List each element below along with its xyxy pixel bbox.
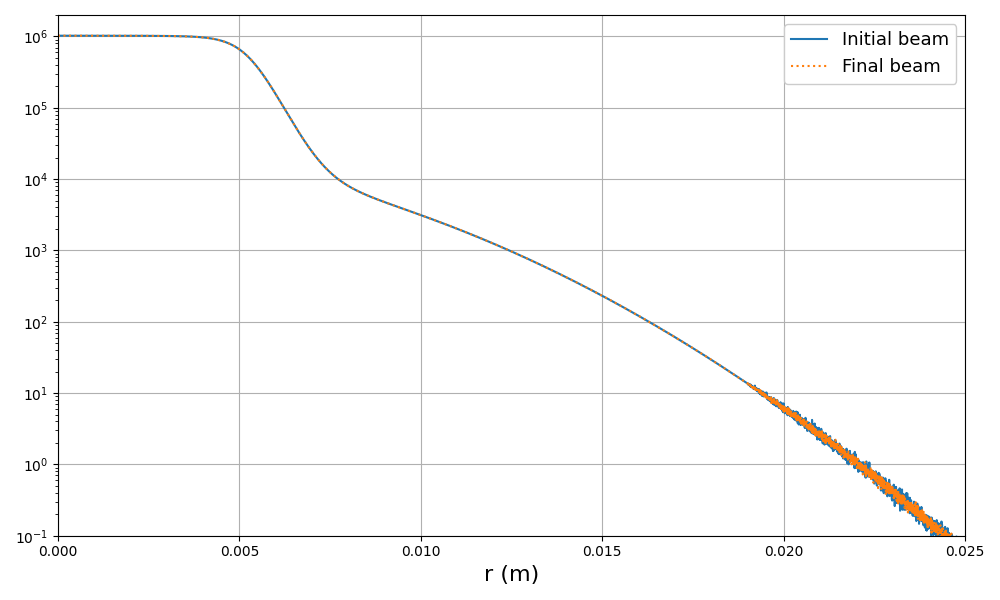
Line: Final beam: Final beam [58, 36, 965, 539]
Initial beam [589, 288, 601, 295]
Initial beam [52, 32, 64, 40]
Final beam [589, 288, 601, 295]
Final beam [98, 32, 110, 40]
Final beam [628, 310, 640, 317]
Final beam [52, 32, 64, 40]
Initial beam [380, 199, 392, 206]
Initial beam [98, 32, 110, 40]
Legend: Initial beam, Final beam: Initial beam, Final beam [784, 24, 956, 83]
Initial beam [773, 404, 785, 411]
Final beam [773, 401, 785, 408]
Initial beam [628, 310, 640, 317]
X-axis label: r (m): r (m) [484, 565, 539, 585]
Final beam [725, 368, 737, 376]
Initial beam [725, 368, 737, 376]
Line: Initial beam: Initial beam [58, 36, 965, 539]
Final beam [959, 535, 971, 542]
Final beam [380, 199, 392, 206]
Initial beam [937, 535, 949, 542]
Initial beam [959, 535, 971, 542]
Final beam [936, 535, 948, 542]
